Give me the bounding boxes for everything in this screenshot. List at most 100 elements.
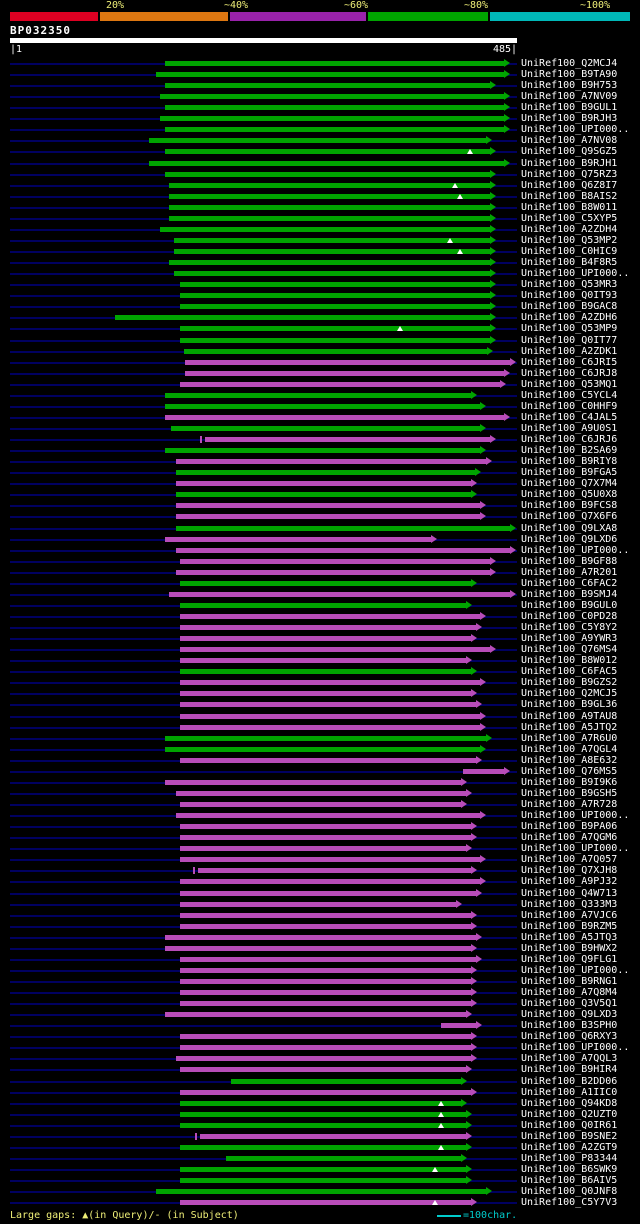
hit-accession-label[interactable]: UniRef100_B9RJH3 (521, 113, 618, 125)
hit-accession-label[interactable]: UniRef100_C5YCL4 (521, 389, 618, 401)
alignment-bar[interactable] (175, 514, 481, 520)
hit-accession-label[interactable]: UniRef100_C0HHF9 (521, 400, 618, 412)
alignment-bar[interactable] (179, 293, 490, 299)
alignment-bar[interactable] (179, 879, 481, 885)
hit-accession-label[interactable]: UniRef100_B8AIS2 (521, 190, 618, 202)
alignment-bar[interactable] (179, 1200, 471, 1206)
hit-accession-label[interactable]: UniRef100_UPI000.. (521, 544, 630, 556)
hit-accession-label[interactable]: UniRef100_C4JAL5 (521, 411, 618, 423)
alignment-bar[interactable] (155, 72, 505, 78)
alignment-bar[interactable] (165, 735, 486, 741)
hit-accession-label[interactable]: UniRef100_UPI000.. (521, 268, 630, 280)
alignment-bar[interactable] (165, 934, 477, 940)
hit-accession-label[interactable]: UniRef100_Q6Z8I7 (521, 179, 618, 191)
hit-accession-label[interactable]: UniRef100_A9U0S1 (521, 422, 618, 434)
alignment-bar[interactable] (149, 160, 505, 166)
alignment-bar[interactable] (440, 1023, 477, 1029)
hit-accession-label[interactable]: UniRef100_UPI000.. (521, 1042, 630, 1054)
alignment-bar[interactable] (165, 746, 481, 752)
hit-accession-label[interactable]: UniRef100_B9I9K6 (521, 776, 618, 788)
hit-accession-label[interactable]: UniRef100_A7NV09 (521, 91, 618, 103)
alignment-bar[interactable] (165, 392, 471, 398)
alignment-bar[interactable] (165, 1012, 466, 1018)
hit-accession-label[interactable]: UniRef100_A2ZDH4 (521, 223, 618, 235)
alignment-bar[interactable] (179, 1144, 466, 1150)
hit-accession-label[interactable]: UniRef100_A7Q8M4 (521, 987, 618, 999)
alignment-bar[interactable] (179, 1167, 466, 1172)
hit-accession-label[interactable]: UniRef100_B8W011 (521, 201, 618, 213)
alignment-bar[interactable] (175, 547, 510, 553)
alignment-bar[interactable] (175, 459, 486, 465)
alignment-bar[interactable] (179, 956, 477, 962)
alignment-bar[interactable] (169, 215, 490, 221)
hit-accession-label[interactable]: UniRef100_Q3V5Q1 (521, 998, 618, 1010)
hit-accession-label[interactable]: UniRef100_Q9LXA8 (521, 522, 618, 534)
hit-accession-label[interactable]: UniRef100_Q0IT77 (521, 334, 618, 346)
hit-accession-label[interactable]: UniRef100_A9YWR3 (521, 633, 618, 645)
hit-accession-label[interactable]: UniRef100_Q9SGZ5 (521, 146, 618, 158)
alignment-bar[interactable] (169, 591, 510, 597)
hit-accession-label[interactable]: UniRef100_B9HWX2 (521, 942, 618, 954)
hit-accession-label[interactable]: UniRef100_C5XYP5 (521, 212, 618, 224)
alignment-bar[interactable] (179, 724, 481, 730)
alignment-bar[interactable] (179, 1111, 466, 1117)
hit-accession-label[interactable]: UniRef100_C6JRJ8 (521, 367, 618, 379)
alignment-bar[interactable] (184, 370, 505, 376)
hit-accession-label[interactable]: UniRef100_Q53MP2 (521, 234, 618, 246)
alignment-bar[interactable] (175, 492, 471, 498)
alignment-bar[interactable] (179, 1122, 466, 1128)
alignment-bar[interactable] (175, 481, 471, 487)
alignment-bar[interactable] (179, 923, 471, 929)
alignment-bar[interactable] (179, 381, 501, 387)
hit-accession-label[interactable]: UniRef100_C0PD28 (521, 611, 618, 622)
hit-accession-label[interactable]: UniRef100_Q0IT93 (521, 290, 618, 302)
alignment-bar[interactable] (175, 503, 481, 509)
hit-accession-label[interactable]: UniRef100_A7QGM6 (521, 832, 618, 844)
hit-accession-label[interactable]: UniRef100_B3SPH0 (521, 1020, 618, 1032)
alignment-bar[interactable] (174, 237, 490, 243)
hit-accession-label[interactable]: UniRef100_A7QQL3 (521, 1053, 618, 1065)
alignment-bar[interactable] (179, 337, 490, 343)
alignment-bar[interactable] (159, 116, 505, 122)
alignment-bar[interactable] (159, 94, 505, 100)
alignment-bar[interactable] (179, 326, 490, 332)
hit-accession-label[interactable]: UniRef100_A5JTQ3 (521, 931, 618, 943)
hit-accession-label[interactable]: UniRef100_B9HIR4 (521, 1064, 618, 1076)
alignment-bar[interactable] (175, 790, 466, 796)
alignment-bar[interactable] (165, 171, 490, 177)
hit-accession-label[interactable]: UniRef100_B6SWK9 (521, 1164, 618, 1175)
alignment-bar[interactable] (179, 304, 490, 310)
hit-accession-label[interactable]: UniRef100_Q53MP9 (521, 323, 618, 335)
hit-accession-label[interactable]: UniRef100_A2ZDK1 (521, 345, 618, 357)
alignment-bar[interactable] (175, 569, 490, 575)
alignment-bar[interactable] (179, 901, 457, 907)
alignment-bar[interactable] (165, 414, 505, 420)
hit-accession-label[interactable]: UniRef100_A2ZGT9 (521, 1141, 618, 1153)
hit-accession-label[interactable]: UniRef100_A7R201 (521, 566, 618, 578)
alignment-bar[interactable] (169, 182, 490, 188)
hit-accession-label[interactable]: UniRef100_Q2UZT0 (521, 1108, 618, 1120)
alignment-bar[interactable] (169, 204, 490, 210)
alignment-bar[interactable] (165, 83, 490, 89)
alignment-bar[interactable] (179, 282, 490, 288)
hit-accession-label[interactable]: UniRef100_B9GUL0 (521, 599, 618, 611)
alignment-bar[interactable] (155, 1189, 486, 1195)
hit-accession-label[interactable]: UniRef100_B9GF88 (521, 555, 618, 567)
hit-accession-label[interactable]: UniRef100_Q7X7M4 (521, 478, 618, 490)
alignment-bar[interactable] (199, 1133, 466, 1139)
hit-accession-label[interactable]: UniRef100_Q7X6F6 (521, 511, 618, 523)
alignment-bar[interactable] (179, 680, 481, 686)
alignment-bar[interactable] (169, 193, 490, 199)
hit-accession-label[interactable]: UniRef100_A1IIC0 (521, 1086, 618, 1098)
alignment-bar[interactable] (165, 149, 490, 155)
hit-accession-label[interactable]: UniRef100_UPI000.. (521, 843, 630, 855)
alignment-bar[interactable] (179, 669, 471, 675)
hit-accession-label[interactable]: UniRef100_C6JRI5 (521, 356, 618, 368)
hit-accession-label[interactable]: UniRef100_B9GAC8 (521, 301, 618, 313)
alignment-bar[interactable] (179, 1067, 466, 1073)
hit-accession-label[interactable]: UniRef100_UPI000.. (521, 124, 630, 136)
hit-accession-label[interactable]: UniRef100_Q5U0X8 (521, 489, 618, 501)
hit-accession-label[interactable]: UniRef100_Q0IR61 (521, 1119, 618, 1131)
alignment-bar[interactable] (165, 536, 432, 542)
hit-accession-label[interactable]: UniRef100_C5Y7V3 (521, 1197, 618, 1209)
